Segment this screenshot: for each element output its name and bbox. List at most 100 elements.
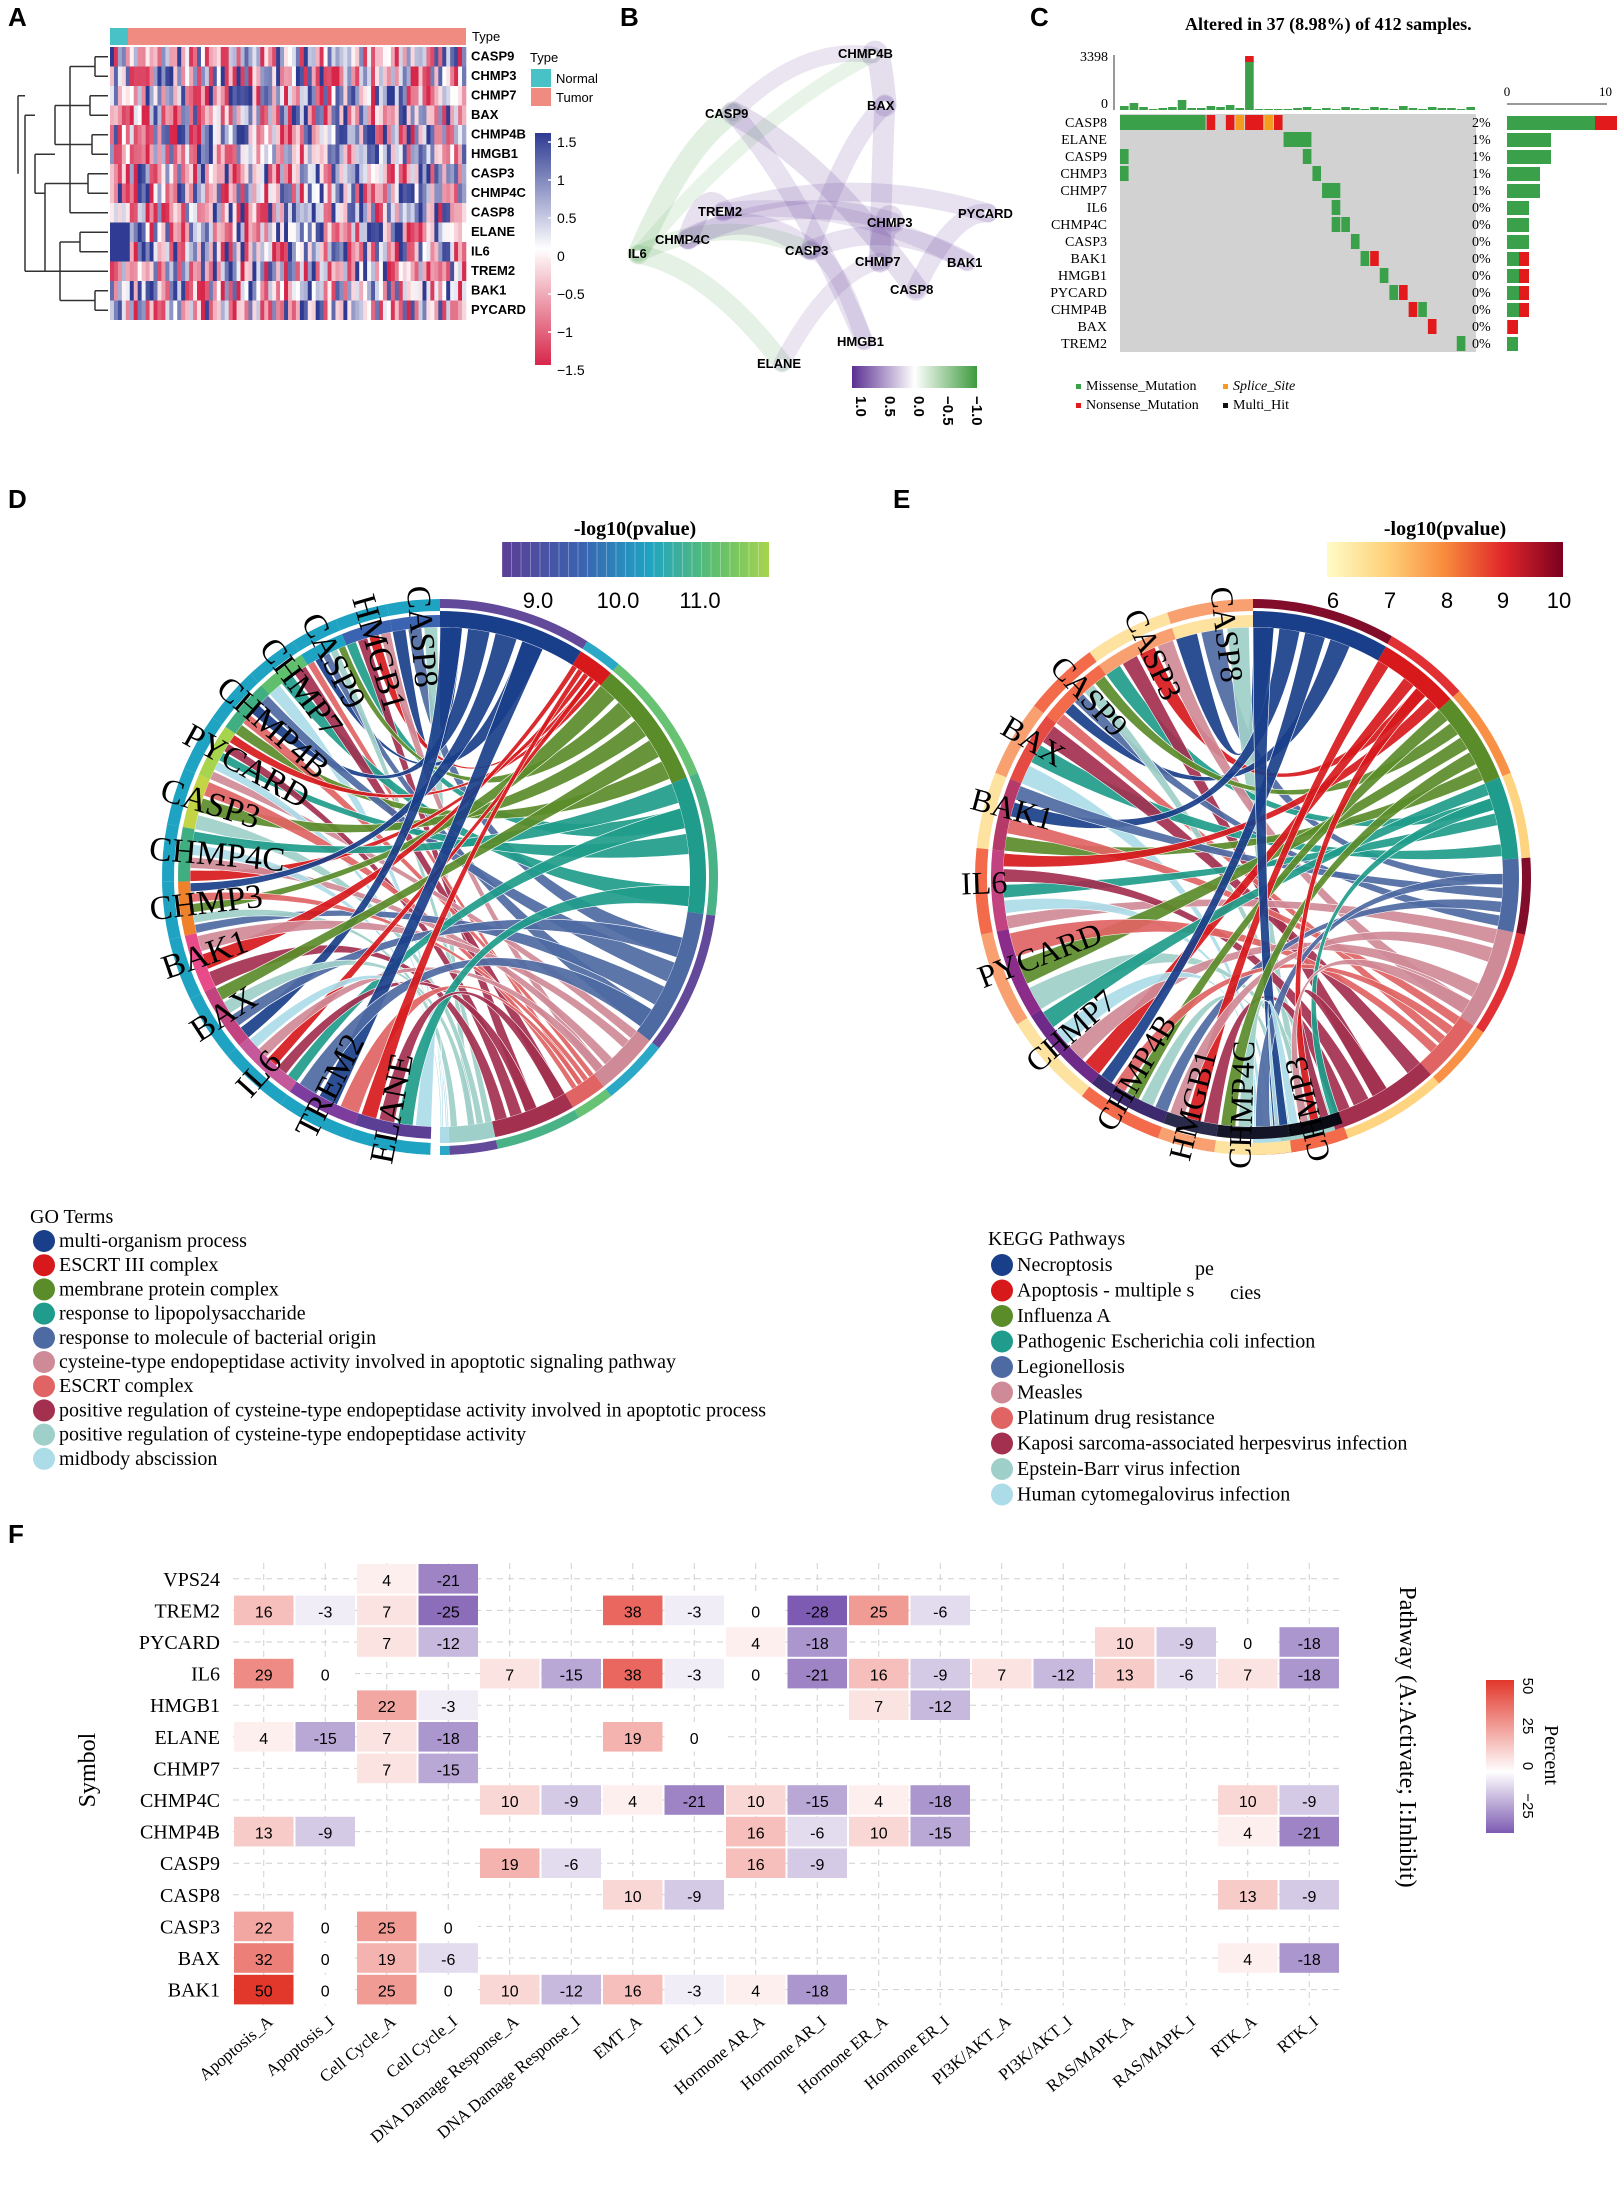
heatmap-cell: [378, 183, 384, 203]
heatmap-cell: [185, 222, 190, 242]
heatmap-cell: [224, 47, 229, 67]
heatmap-cell: [200, 281, 206, 301]
heatmap-cell: [264, 300, 269, 320]
heatmap-cell: [418, 144, 423, 164]
heatmap-cell: [458, 203, 463, 223]
heatmap-cell: [390, 183, 396, 203]
heatmap-cell: [232, 242, 237, 262]
heat-cell: [357, 1690, 417, 1720]
heatmap-cell: [402, 66, 407, 86]
heatmap-cell: [137, 144, 142, 164]
heatmap-cell: [414, 86, 419, 106]
network-node: [911, 284, 921, 294]
heat-cell: [1279, 1658, 1339, 1689]
heatmap-cell: [359, 242, 364, 262]
heatmap-cell: [276, 261, 281, 281]
heatmap-cell: [390, 66, 396, 86]
heatmap-cell: [161, 47, 166, 67]
network-node: [805, 245, 815, 255]
heat-value: -9: [687, 1889, 701, 1906]
heatmap-cell: [284, 66, 289, 86]
heatmap-cell: [446, 183, 451, 203]
heatmap-cell: [394, 203, 400, 223]
heatmap-cell: [375, 261, 380, 281]
heatmap-cell: [185, 164, 190, 184]
legend-dot: [33, 1230, 55, 1252]
heat-value: -9: [933, 1668, 947, 1685]
top-bar: [1466, 107, 1475, 110]
heatmap-cell: [323, 66, 328, 86]
gene-arc-outer: [292, 619, 341, 652]
heatmap-cell: [438, 164, 443, 184]
gene-label-elane: ELANE: [471, 224, 515, 239]
heatmap-cell: [169, 222, 174, 242]
legend-tick-label: −25: [1519, 1793, 1536, 1818]
heat-cell: [357, 1627, 417, 1657]
heatmap-cell: [355, 261, 360, 281]
heatmap-cell: [224, 105, 229, 125]
heatmap-cell: [371, 144, 376, 164]
term-arc: [637, 911, 704, 1041]
heatmap-cell: [121, 203, 127, 223]
heatmap-cell: [193, 281, 198, 301]
network-edge: [630, 47, 881, 262]
network-edge: [677, 213, 821, 261]
heatmap-cell: [351, 222, 356, 242]
heatmap-cell: [295, 183, 301, 203]
heatmap-cell: [315, 144, 320, 164]
legend-label: Pathogenic Escherichia coli infection: [1017, 1331, 1315, 1353]
heatmap-cell: [149, 203, 154, 223]
heatmap-cell: [422, 281, 427, 301]
network-edge: [906, 203, 998, 299]
heatmap-cell: [145, 281, 150, 301]
onco-cell: [1312, 166, 1322, 181]
heatmap-cell: [398, 261, 404, 281]
heat-value: -3: [441, 1699, 455, 1716]
heatmap-cell: [458, 86, 463, 106]
heatmap-cell: [462, 125, 467, 145]
heatmap-cell: [268, 261, 273, 281]
heatmap-cell: [110, 183, 115, 203]
gene-label-chmp4c: CHMP4C: [1221, 1040, 1261, 1169]
heatmap-cell: [418, 66, 423, 86]
heatmap-cell: [450, 203, 455, 223]
heat-value: -9: [1302, 1889, 1316, 1906]
onco-percent: 0%: [1472, 337, 1491, 352]
heatmap-cell: [378, 281, 384, 301]
heat-cell: [1095, 1658, 1155, 1689]
heatmap-cell: [394, 281, 400, 301]
heatmap-cell: [422, 105, 427, 125]
heatmap-cell: [232, 281, 237, 301]
top-bar: [1322, 108, 1331, 110]
heatmap-cell: [406, 66, 411, 86]
heatmap-cell: [173, 164, 178, 184]
annotation-bar-normal: [110, 28, 128, 45]
heatmap-cell: [462, 183, 467, 203]
heatmap-cell: [406, 222, 411, 242]
heatmap-cell: [355, 183, 360, 203]
heatmap-cell: [224, 281, 229, 301]
heatmap-cell: [303, 203, 309, 223]
heat-cell: [357, 1595, 417, 1626]
heatmap-cell: [224, 144, 229, 164]
heatmap-cell: [236, 222, 241, 242]
heat-value: -12: [929, 1699, 952, 1716]
heatmap-cell: [197, 281, 202, 301]
kegg-colorbar-ticks: 6 7 8 9 10: [1327, 588, 1571, 613]
heat-value: -12: [560, 1984, 583, 2001]
heatmap-cell: [121, 144, 127, 164]
heatmap-cell: [189, 281, 194, 301]
heatmap-cell: [414, 164, 419, 184]
heatmap-cell: [236, 164, 241, 184]
onco-percent: 1%: [1472, 167, 1491, 182]
heatmap-cell: [442, 47, 447, 67]
heatmap-cell: [232, 86, 237, 106]
term-arc: [671, 777, 706, 915]
heatmap-cell: [197, 66, 202, 86]
heatmap-cell: [442, 281, 447, 301]
heatmap-cell: [355, 144, 360, 164]
heatmap-cell: [307, 86, 313, 106]
heatmap-cell: [208, 66, 214, 86]
heatmap-cell: [303, 300, 309, 320]
heatmap-cell: [351, 281, 356, 301]
